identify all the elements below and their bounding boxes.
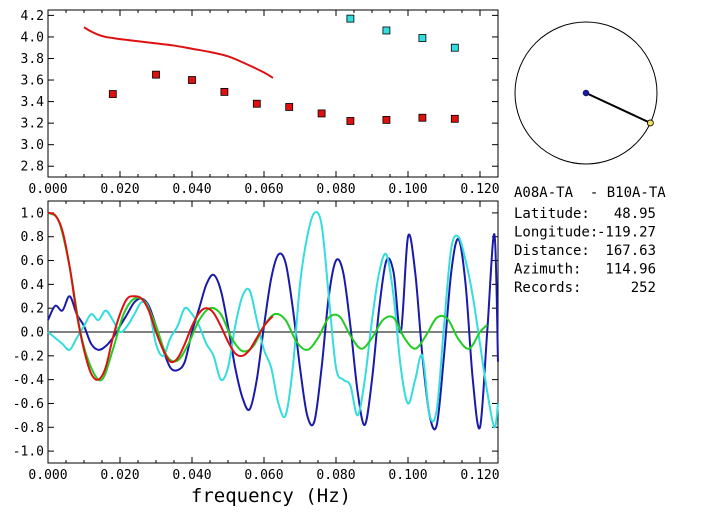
dispersion-ytick-label: 2.8 bbox=[21, 160, 44, 175]
info-value: 252 bbox=[631, 280, 656, 296]
correlation-xtick-label: 0.120 bbox=[460, 468, 499, 483]
station-b-marker bbox=[646, 119, 654, 127]
dispersion-series-0-line bbox=[83, 26, 274, 79]
dispersion-xtick-label: 0.020 bbox=[100, 182, 139, 197]
azimuth-line bbox=[585, 92, 651, 124]
dispersion-xtick-label: 0.000 bbox=[28, 182, 67, 197]
correlation-ytick-label: -1.0 bbox=[13, 445, 44, 460]
dispersion-series-1-point bbox=[152, 70, 160, 79]
info-value: 114.96 bbox=[605, 262, 656, 278]
correlation-ytick-label: 0.2 bbox=[21, 302, 44, 317]
azimuth-compass bbox=[514, 21, 658, 165]
correlation-series-0-line bbox=[47, 233, 499, 431]
dispersion-xtick-label: 0.060 bbox=[244, 182, 283, 197]
correlation-xtick-label: 0.020 bbox=[100, 468, 139, 483]
correlation-plot: 0.000 0.020 0.040 0.060 0.080 0.100 0.120 -1.0 -… bbox=[13, 200, 500, 507]
correlation-xtick-label: 0.040 bbox=[172, 468, 211, 483]
dispersion-ytick-label: 3.6 bbox=[21, 74, 44, 89]
info-label: Distance: bbox=[514, 243, 590, 259]
dispersion-ytick-label: 3.4 bbox=[21, 95, 45, 110]
dispersion-ytick-label: 4.0 bbox=[21, 30, 44, 45]
info-value: 167.63 bbox=[605, 243, 656, 259]
dispersion-series-1-point bbox=[108, 90, 117, 98]
dispersion-series-1-point bbox=[188, 76, 196, 84]
dispersion-axis-ticks: 0.000 0.020 0.040 0.060 0.080 0.100 0.120 2.8 3.… bbox=[21, 9, 500, 197]
info-value: 48.95 bbox=[614, 206, 656, 222]
correlation-ytick-label: -0.4 bbox=[13, 373, 44, 388]
dispersion-series-2-point bbox=[450, 43, 459, 52]
info-label: Records: bbox=[514, 280, 581, 296]
correlation-ytick-label: 0.8 bbox=[21, 230, 44, 245]
dispersion-series-2-point bbox=[418, 34, 427, 42]
dispersion-series-1-point bbox=[346, 117, 355, 125]
dispersion-xtick-label: 0.080 bbox=[316, 182, 355, 197]
correlation-axis-ticks: 0.000 0.020 0.040 0.060 0.080 0.100 0.120 -1.0 -… bbox=[13, 201, 500, 483]
dispersion-plot: 0.000 0.020 0.040 0.060 0.080 0.100 0.120 2.8 3.… bbox=[21, 9, 500, 197]
correlation-ytick-label: 0.0 bbox=[21, 326, 44, 341]
x-axis-label: frequency (Hz) bbox=[191, 485, 351, 507]
dispersion-series bbox=[83, 14, 459, 125]
dispersion-ytick-label: 3.0 bbox=[21, 138, 44, 153]
dispersion-ytick-label: 4.2 bbox=[21, 9, 44, 24]
correlation-xtick-label: 0.100 bbox=[388, 468, 427, 483]
correlation-ytick-label: 1.0 bbox=[21, 206, 44, 221]
correlation-xtick-label: 0.080 bbox=[316, 468, 355, 483]
dispersion-series-1-point bbox=[450, 114, 459, 123]
info-value: -119.27 bbox=[597, 225, 656, 241]
correlation-series-1-line bbox=[47, 210, 499, 429]
dispersion-series-1-point bbox=[317, 109, 326, 118]
dispersion-series-1-point bbox=[382, 115, 391, 124]
station-a-marker bbox=[582, 89, 590, 97]
info-label: Latitude: bbox=[514, 206, 590, 222]
dispersion-plot-frame bbox=[47, 9, 499, 178]
correlation-ytick-label: 0.6 bbox=[21, 254, 44, 269]
dispersion-xtick-label: 0.120 bbox=[460, 182, 499, 197]
dispersion-series-1-point bbox=[252, 99, 261, 108]
dispersion-xtick-label: 0.100 bbox=[388, 182, 427, 197]
dispersion-ytick-label: 3.2 bbox=[21, 117, 44, 132]
station-pair-label: A08A-TA - B10A-TA bbox=[514, 185, 666, 201]
dispersion-ytick-label: 3.8 bbox=[21, 52, 44, 67]
station-info: A08A-TA - B10A-TA Latitude: 48.95 Longitud… bbox=[514, 185, 666, 296]
correlation-xtick-label: 0.060 bbox=[244, 468, 283, 483]
dispersion-xtick-label: 0.040 bbox=[172, 182, 211, 197]
correlation-ytick-label: 0.4 bbox=[21, 278, 45, 293]
compass-circle bbox=[514, 21, 658, 165]
correlation-ytick-label: -0.2 bbox=[13, 349, 44, 364]
correlation-series-3-line bbox=[47, 211, 274, 381]
info-label: Azimuth: bbox=[514, 262, 581, 278]
correlation-xtick-label: 0.000 bbox=[28, 468, 67, 483]
correlation-ytick-label: -0.8 bbox=[13, 421, 44, 436]
dispersion-series-1-point bbox=[220, 87, 229, 96]
dispersion-series-1-point bbox=[418, 113, 427, 122]
dispersion-series-2-point bbox=[346, 14, 355, 23]
correlation-series bbox=[47, 210, 499, 431]
info-label: Longitude: bbox=[514, 225, 598, 241]
dispersion-series-1-point bbox=[285, 103, 294, 111]
correlation-ytick-label: -0.6 bbox=[13, 397, 44, 412]
dispersion-series-2-point bbox=[382, 26, 391, 35]
